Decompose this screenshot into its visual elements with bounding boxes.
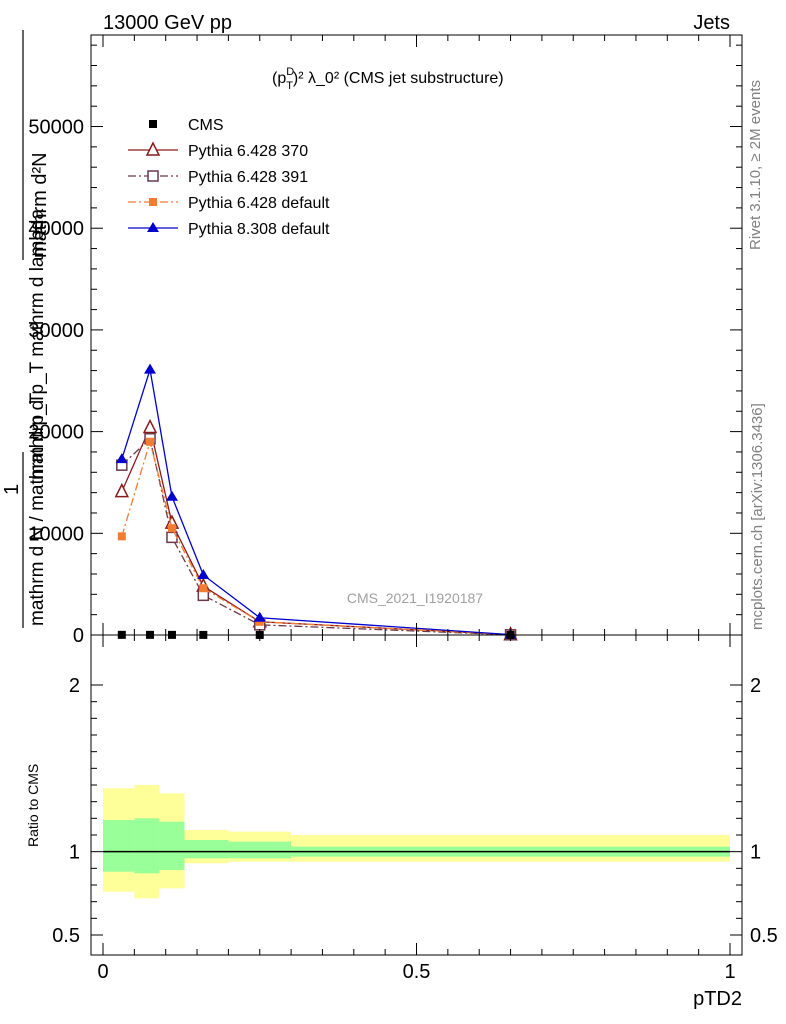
- data-point: [165, 490, 178, 501]
- ratio-frame: [90, 634, 743, 956]
- ylabel-line2: mathrm d p_T mathrm d lambda: [27, 209, 48, 480]
- legend-marker: [149, 120, 157, 128]
- x-tick-labels: 0 0.5 1: [97, 961, 735, 983]
- series-line: [121, 439, 511, 636]
- main-panel: 0 10000 20000 30000 40000 50000 (pD T)² λ_0² (…: [1, 30, 743, 647]
- band-stat: [184, 840, 229, 859]
- legend-marker: [145, 141, 161, 156]
- legend-item: Pythia 6.428 391: [128, 169, 308, 186]
- data-point: [146, 437, 155, 446]
- rivet-label: Rivet 3.1.10, ≥ 2M events: [747, 80, 764, 250]
- header-left-label: 13000 GeV pp: [103, 12, 232, 34]
- y-tick-label: 10000: [28, 523, 84, 545]
- ratio-y-tick-label: 0.5: [52, 925, 80, 947]
- legend-item: Pythia 8.308 default: [128, 221, 330, 238]
- ratio-y-tick-label: 2: [69, 675, 80, 697]
- data-point: [197, 569, 210, 579]
- ratio-y-tick-label-right: 1: [750, 842, 761, 864]
- x-tick-label: 0: [97, 961, 108, 983]
- legend-marker: [147, 170, 159, 182]
- data-point: [144, 363, 157, 374]
- legend-item: Pythia 6.428 default: [128, 195, 330, 212]
- main-y-tick-labels: 0 10000 20000 30000 40000 50000: [28, 117, 84, 647]
- data-point: [114, 482, 130, 498]
- ylabel-line1: mathrm d²N: [29, 152, 51, 258]
- ratio-y-axis-label: Ratio to CMS: [25, 764, 41, 847]
- mcplots-label: mcplots.cern.ch [arXiv:1306.3436]: [749, 403, 766, 630]
- band-stat: [159, 821, 185, 870]
- ratio-ticks: [91, 635, 742, 955]
- ratio-y-tick-label: 1: [69, 842, 80, 864]
- band-stat: [134, 818, 160, 874]
- legend-item: CMS: [149, 117, 224, 134]
- data-point: [167, 524, 176, 533]
- data-point: [255, 617, 264, 626]
- y-tick-label: 40000: [28, 218, 84, 240]
- y-tick-label: 30000: [28, 320, 84, 342]
- x-axis-label: pTD2: [693, 988, 742, 1010]
- legend-label: Pythia 6.428 391: [188, 169, 308, 186]
- main-y-axis-label: mathrm d²N mathrm d p_T mathrm d lambda …: [1, 30, 51, 628]
- ratio-y-tick-label-right: 2: [750, 675, 761, 697]
- data-point: [253, 611, 266, 622]
- data-point: [115, 453, 128, 464]
- ratio-bands: [103, 785, 730, 899]
- ylabel-one: 1: [1, 484, 23, 495]
- band-stat: [228, 841, 292, 859]
- ratio-panel: 0.5 0.51 12 2 0 0.5 1 Ratio to CMS pTD2: [25, 634, 778, 1010]
- legend-label: Pythia 6.428 370: [188, 143, 308, 160]
- legend-label: Pythia 8.308 default: [188, 221, 330, 238]
- series-pythia-6-428-default: [117, 437, 515, 639]
- x-tick-label: 1: [724, 961, 735, 983]
- data-point: [199, 584, 208, 593]
- legend: CMS Pythia 6.428 370 Pythia 6.428 391 Pythi…: [128, 117, 330, 238]
- y-tick-label: 20000: [28, 422, 84, 444]
- x-tick-label: 0.5: [403, 961, 431, 983]
- data-point: [142, 418, 158, 434]
- series-line: [121, 369, 511, 636]
- data-point: [117, 532, 126, 541]
- band-stat: [103, 820, 135, 872]
- ratio-y-tick-label-right: 0.5: [750, 925, 778, 947]
- analysis-watermark: CMS_2021_I1920187: [347, 590, 483, 606]
- y-tick-label: 50000: [28, 117, 84, 139]
- legend-item: Pythia 6.428 370: [128, 141, 308, 160]
- ratio-y-tick-labels: 0.5 0.5 1 1 2 2: [52, 675, 778, 947]
- legend-marker: [147, 222, 159, 232]
- legend-label: CMS: [188, 117, 224, 134]
- ylabel-denominator: mathrm d N / mathrm d p_T: [27, 392, 48, 626]
- legend-marker: [149, 198, 157, 206]
- legend-label: Pythia 6.428 default: [188, 195, 330, 212]
- chart-title: (pD T)² λ_0² (CMS jet substructure): [272, 66, 504, 92]
- header-right-label: Jets: [693, 12, 730, 34]
- y-tick-label: 0: [73, 625, 84, 647]
